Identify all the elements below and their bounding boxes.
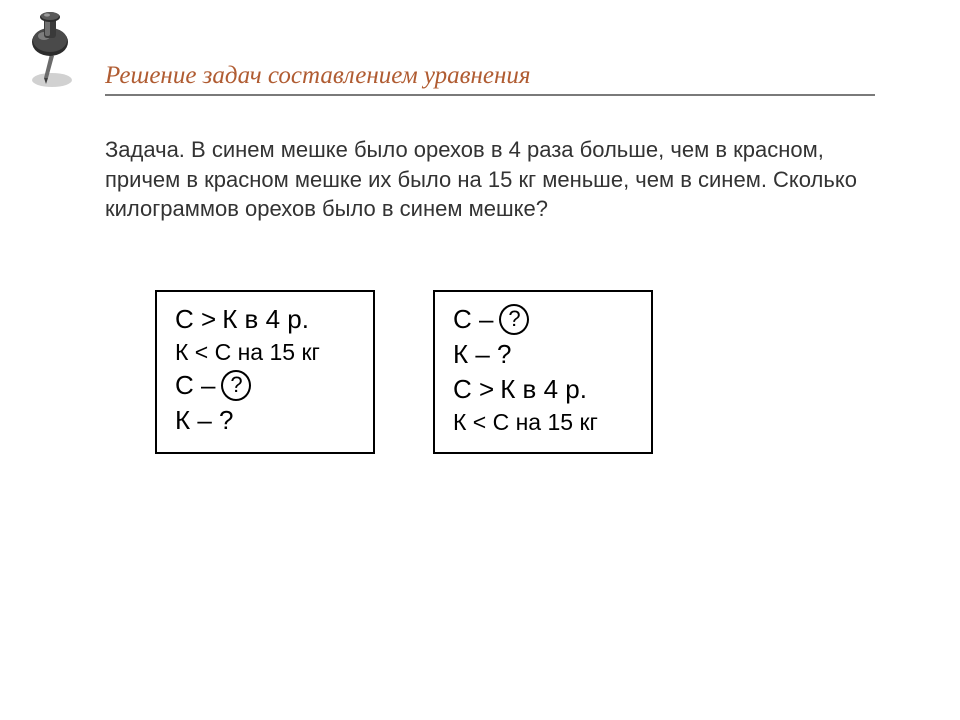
circled-question-icon: ? — [499, 304, 529, 335]
text: К – ? — [453, 337, 512, 372]
box2-line2: К – ? — [453, 337, 633, 372]
boxes-row: С > К в 4 р. К < С на 15 кг С – ? К – ? … — [155, 290, 653, 454]
box1-line3: С – ? — [175, 368, 355, 403]
box1-line4: К – ? — [175, 403, 355, 438]
text: С > — [453, 372, 494, 407]
text: С > — [175, 302, 216, 337]
pushpin-icon — [14, 8, 80, 92]
text: С – — [453, 302, 493, 337]
text: К < С на 15 кг — [175, 337, 320, 368]
box2-line1: С – ? — [453, 302, 633, 337]
text: К – ? — [175, 403, 234, 438]
box2-line4: К < С на 15 кг — [453, 407, 633, 438]
slide: Решение задач составлением уравнения Зад… — [0, 0, 960, 720]
box1-line2: К < С на 15 кг — [175, 337, 355, 368]
text: С – — [175, 368, 215, 403]
page-title: Решение задач составлением уравнения — [105, 62, 875, 92]
text: К в 4 р. — [500, 372, 587, 407]
circled-question-icon: ? — [221, 370, 251, 401]
box2-line3: С > К в 4 р. — [453, 372, 633, 407]
box-2: С – ? К – ? С > К в 4 р. К < С на 15 кг — [433, 290, 653, 454]
box-1: С > К в 4 р. К < С на 15 кг С – ? К – ? — [155, 290, 375, 454]
box1-line1: С > К в 4 р. — [175, 302, 355, 337]
title-underline — [105, 94, 875, 96]
text: К < С на 15 кг — [453, 407, 598, 438]
title-block: Решение задач составлением уравнения — [105, 62, 875, 96]
text: К в 4 р. — [222, 302, 309, 337]
problem-text: Задача. В синем мешке было орехов в 4 ра… — [105, 135, 875, 224]
